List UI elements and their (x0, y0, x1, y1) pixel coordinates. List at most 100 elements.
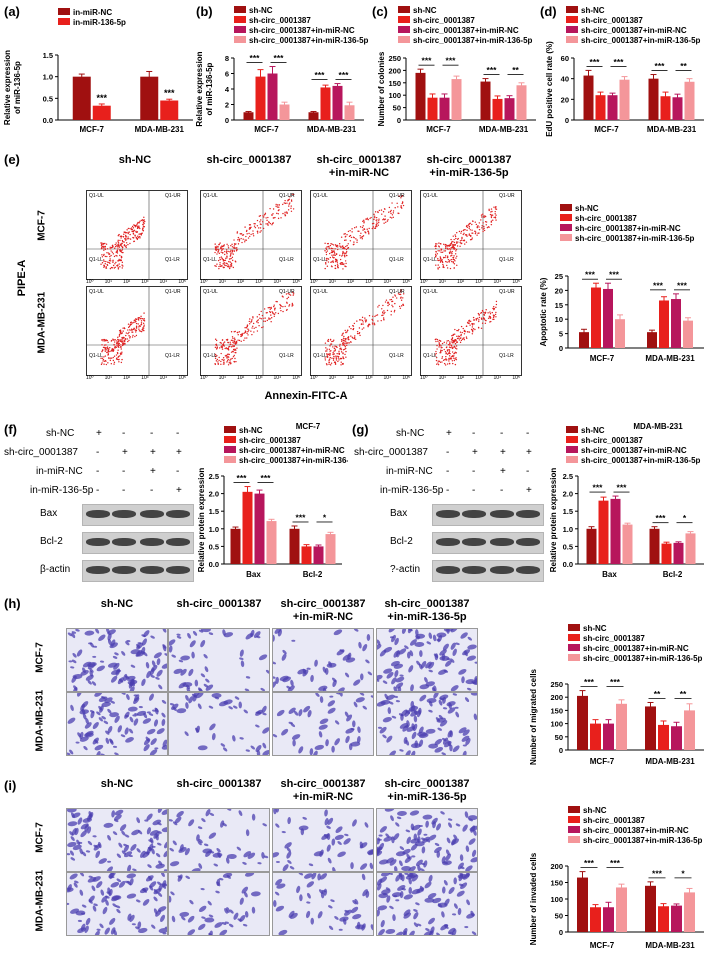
flow-dot (333, 251, 335, 253)
flow-dot (268, 317, 270, 319)
flow-dot (242, 238, 244, 240)
cell (265, 669, 269, 674)
flow-dot (346, 254, 348, 257)
cell (251, 906, 256, 914)
flow-dot (137, 235, 139, 237)
cell (149, 837, 154, 844)
flow-dot (261, 326, 263, 329)
flow-dot (461, 242, 463, 244)
flow-dot (138, 328, 140, 330)
cell (67, 841, 77, 848)
legend-swatch-3 (560, 234, 572, 241)
flow-dot (104, 242, 106, 245)
flow-dot (471, 223, 473, 226)
legend-label-2: sh-circ_0001387+in-miR-NC (583, 644, 689, 653)
flow-tick-label: 10⁵ (512, 279, 520, 285)
flow-plot-0-1: Q1-UL Q1-UR Q1-LL Q1-LR (200, 190, 302, 280)
cell (465, 865, 473, 871)
flow-dot (256, 219, 259, 222)
flow-dot (478, 320, 480, 323)
flow-dot (247, 334, 249, 336)
flow-dot (447, 352, 450, 354)
cell (442, 886, 446, 894)
flow-dot (345, 340, 347, 342)
flow-dot (362, 225, 364, 227)
bar (684, 81, 695, 120)
cell (286, 851, 292, 859)
flow-tick-label: 10⁰ (420, 375, 428, 381)
flow-dot (123, 231, 126, 234)
cell (471, 931, 477, 935)
cell (413, 715, 418, 723)
cell (107, 860, 112, 863)
flow-dot (119, 239, 121, 242)
flow-dot (452, 346, 454, 348)
flow-dot (391, 202, 393, 204)
cell (395, 931, 403, 935)
cell (458, 727, 467, 734)
cell (222, 873, 233, 878)
flow-dot (340, 263, 342, 266)
flow-dot (246, 332, 248, 335)
flow-dot (330, 265, 333, 267)
flow-dot (444, 351, 447, 353)
flow-dot (215, 348, 218, 350)
cell (325, 739, 329, 747)
flow-dot (284, 199, 286, 202)
cell (443, 879, 448, 886)
bar (92, 105, 111, 120)
bar (595, 95, 606, 120)
cell (408, 866, 416, 871)
legend-swatch-2 (560, 224, 572, 231)
flow-dot (350, 341, 352, 343)
flow-dot (127, 340, 129, 343)
significance-label: *** (585, 270, 596, 280)
flow-dot (244, 331, 247, 334)
flow-dot (256, 320, 259, 322)
flow-dot (326, 250, 329, 252)
flow-dot (354, 336, 356, 339)
cell (425, 820, 429, 828)
category-label: MCF-7 (590, 354, 615, 363)
flow-dot (484, 220, 487, 223)
cell (162, 880, 167, 888)
flow-dot (264, 317, 266, 319)
flow-dot (462, 229, 465, 232)
cell (124, 727, 129, 735)
cell (250, 891, 261, 897)
flow-tick-label: 10¹ (104, 279, 112, 285)
legend-swatch-1 (568, 816, 580, 823)
flow-dot (468, 322, 470, 325)
flow-dot (382, 211, 385, 213)
flow-dot (342, 250, 344, 253)
cell (276, 709, 285, 717)
flow-dot (279, 304, 282, 307)
flow-dot (217, 362, 219, 365)
cell (108, 889, 113, 897)
flow-dot (462, 327, 464, 330)
flow-dot (220, 256, 223, 258)
flow-dot (475, 223, 478, 226)
cell (262, 742, 267, 749)
flow-dot (140, 233, 142, 236)
flow-dot (135, 326, 138, 328)
flow-dot (459, 245, 461, 248)
cell (394, 865, 398, 871)
flow-dot (453, 333, 456, 335)
category-label: MCF-7 (594, 125, 619, 134)
y-tick-label: 150 (388, 79, 401, 88)
flow-dot (215, 265, 217, 268)
flow-dot (339, 343, 341, 346)
flow-dot (103, 249, 105, 251)
flow-dot (324, 262, 327, 264)
flow-dot (101, 243, 103, 246)
cell (464, 650, 468, 657)
flow-dot (109, 260, 112, 262)
bar (243, 112, 254, 120)
flow-dot (140, 315, 142, 318)
flow-dot (223, 266, 225, 269)
cell (273, 809, 277, 815)
cell (75, 910, 86, 916)
flow-dot (451, 254, 453, 257)
flow-dot (387, 304, 389, 307)
